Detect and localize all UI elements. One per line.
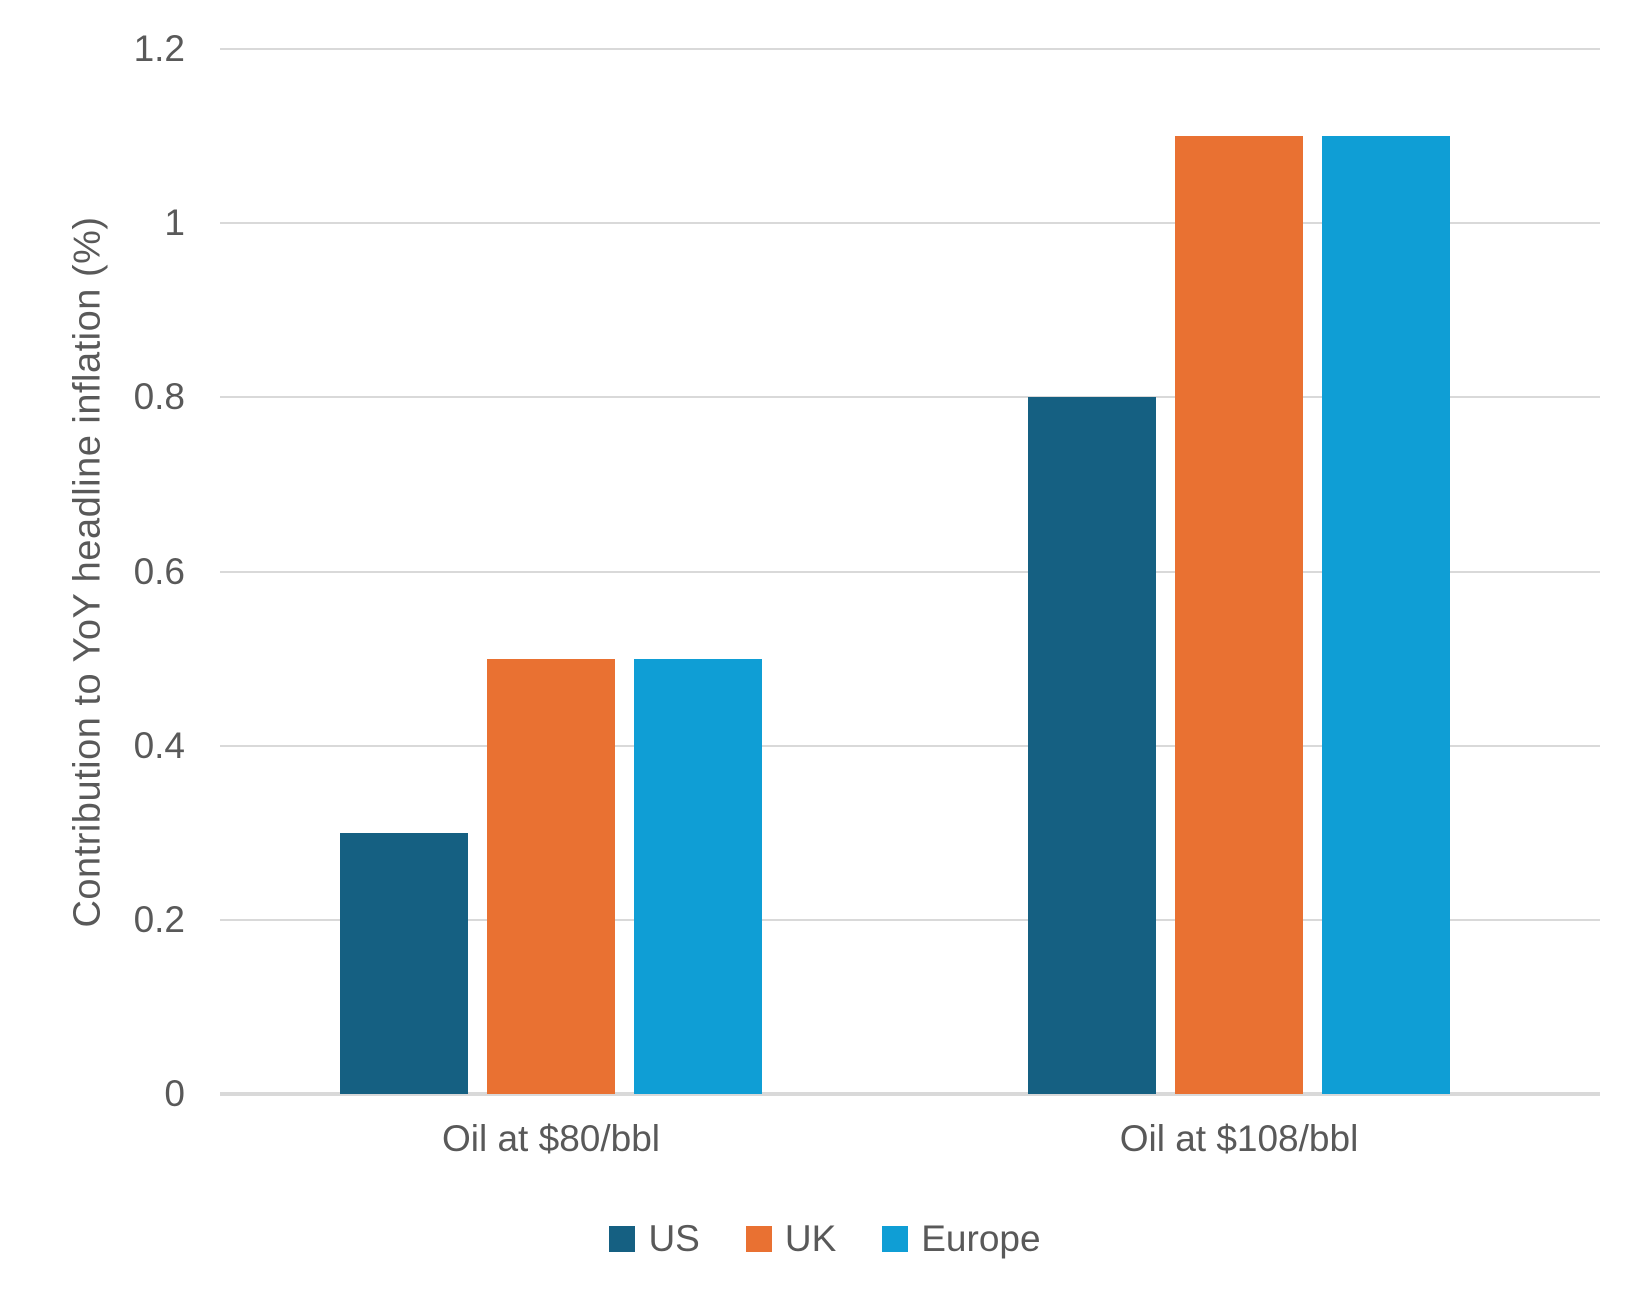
legend-label: US [648, 1218, 700, 1259]
gridline [220, 570, 1600, 573]
x-category-label: Oil at $108/bbl [1119, 1118, 1359, 1159]
x-category-label: Oil at $80/bbl [441, 1118, 661, 1159]
gridline [220, 222, 1600, 225]
bar-us-1 [1028, 397, 1156, 1094]
gridline [220, 396, 1600, 399]
gridline [220, 48, 1600, 50]
legend-item-us: US [609, 1218, 700, 1260]
legend-item-uk: UK [745, 1218, 837, 1260]
y-tick-label: 1 [164, 202, 185, 244]
gridline [220, 744, 1600, 747]
y-tick-label: 0.6 [133, 550, 185, 592]
y-tick-label: 0.2 [133, 898, 185, 940]
y-tick-label: 0.8 [133, 376, 185, 418]
legend-label: UK [784, 1218, 837, 1259]
bar-europe-1 [1322, 136, 1450, 1094]
bar-us-0 [340, 832, 468, 1094]
bar-uk-0 [487, 658, 615, 1094]
bar-europe-0 [634, 658, 762, 1094]
bar-uk-1 [1175, 136, 1303, 1094]
gridline [220, 918, 1600, 921]
legend-label: Europe [921, 1218, 1041, 1259]
y-tick-label: 0 [164, 1073, 185, 1114]
legend-item-europe: Europe [882, 1218, 1041, 1260]
y-tick-label: 1.2 [133, 28, 185, 69]
legend: US UK Europe [0, 1218, 1650, 1260]
legend-swatch-icon [882, 1226, 909, 1252]
x-axis-line [220, 1092, 1600, 1096]
legend-swatch-icon [745, 1226, 772, 1252]
legend-swatch-icon [609, 1226, 636, 1252]
y-tick-label: 0.4 [133, 724, 185, 766]
